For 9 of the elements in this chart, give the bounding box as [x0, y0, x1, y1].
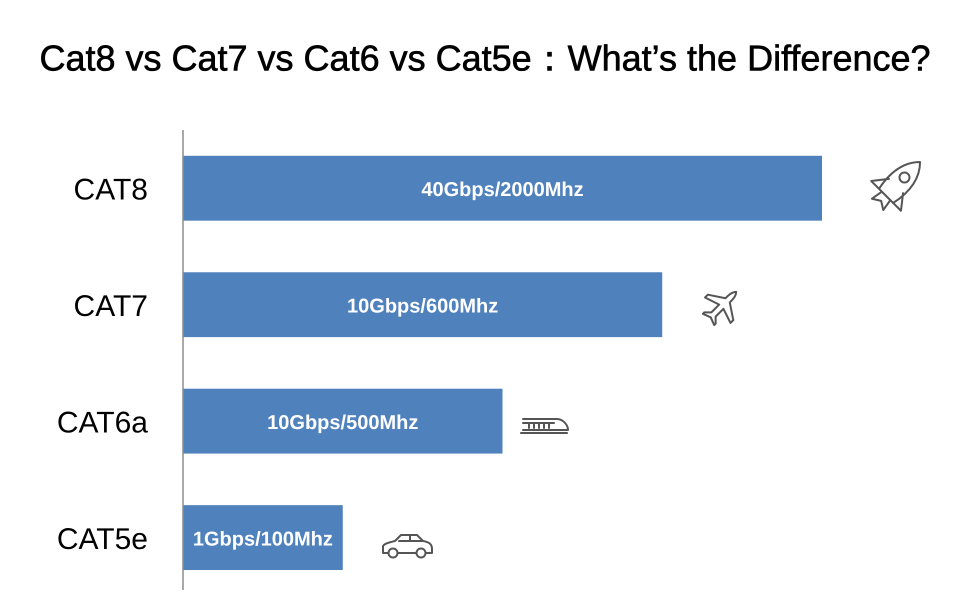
- y-tick-label: CAT7: [74, 290, 148, 324]
- y-tick-label: CAT8: [74, 174, 148, 207]
- annotation: 40Gbps/2000Mhz: [421, 179, 584, 202]
- annotation: 1Gbps/100Mhz: [192, 528, 333, 551]
- annotation: 10Gbps/500Mhz: [267, 412, 418, 434]
- annotation: 10Gbps/600Mhz: [347, 296, 498, 318]
- chart-title: Cat8 vs Cat7 vs Cat6 vs Cat5e：What’s the Difference?: [39, 38, 931, 78]
- y-tick-label: CAT6a: [56, 406, 148, 440]
- y-tick-label: CAT5e: [56, 523, 148, 556]
